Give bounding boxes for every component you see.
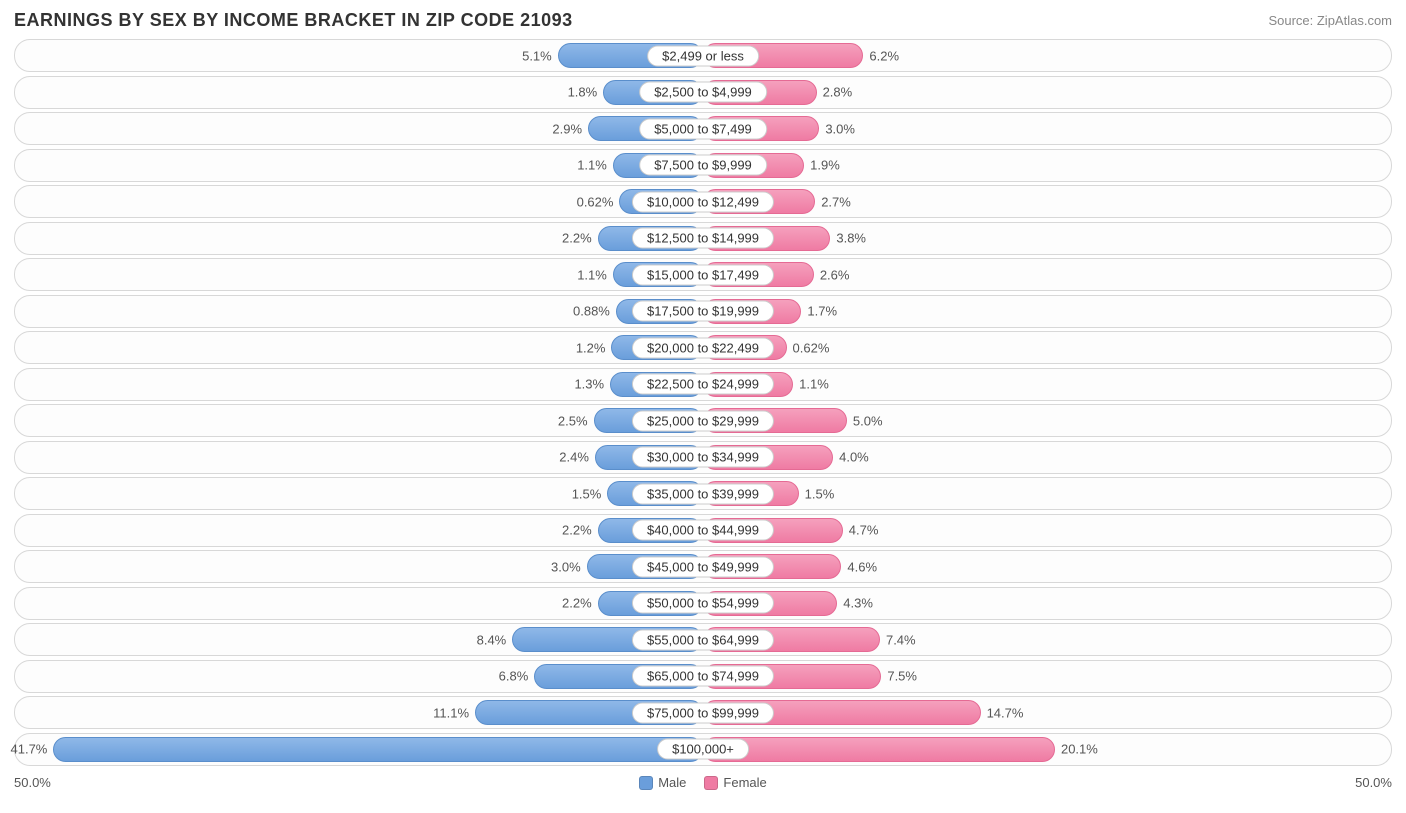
male-pct-label: 1.1% (577, 158, 607, 173)
female-swatch-icon (704, 776, 718, 790)
chart-source: Source: ZipAtlas.com (1268, 13, 1392, 28)
category-label: $100,000+ (657, 739, 749, 760)
male-pct-label: 1.2% (576, 340, 606, 355)
female-pct-label: 2.6% (820, 267, 850, 282)
chart-row: 0.88% 1.7% $17,500 to $19,999 (14, 295, 1392, 328)
female-pct-label: 1.7% (807, 304, 837, 319)
category-label: $40,000 to $44,999 (632, 520, 774, 541)
chart-row: 5.1% 6.2% $2,499 or less (14, 39, 1392, 72)
chart-row: 2.4% 4.0% $30,000 to $34,999 (14, 441, 1392, 474)
male-pct-label: 1.1% (577, 267, 607, 282)
male-pct-label: 8.4% (477, 632, 507, 647)
male-pct-label: 41.7% (11, 742, 48, 757)
chart-row: 2.2% 3.8% $12,500 to $14,999 (14, 222, 1392, 255)
category-label: $25,000 to $29,999 (632, 410, 774, 431)
category-label: $55,000 to $64,999 (632, 629, 774, 650)
female-pct-label: 4.6% (847, 559, 877, 574)
category-label: $10,000 to $12,499 (632, 191, 774, 212)
category-label: $12,500 to $14,999 (632, 228, 774, 249)
chart-row: 0.62% 2.7% $10,000 to $12,499 (14, 185, 1392, 218)
axis-right-label: 50.0% (1355, 775, 1392, 790)
legend-male-label: Male (658, 775, 686, 790)
category-label: $22,500 to $24,999 (632, 374, 774, 395)
chart-row: 11.1% 14.7% $75,000 to $99,999 (14, 696, 1392, 729)
chart-row: 8.4% 7.4% $55,000 to $64,999 (14, 623, 1392, 656)
female-pct-label: 7.4% (886, 632, 916, 647)
male-pct-label: 2.2% (562, 231, 592, 246)
chart-title: EARNINGS BY SEX BY INCOME BRACKET IN ZIP… (14, 10, 573, 31)
male-pct-label: 0.88% (573, 304, 610, 319)
category-label: $2,500 to $4,999 (639, 82, 767, 103)
chart-footer: 50.0% Male Female 50.0% (0, 769, 1406, 790)
male-pct-label: 2.4% (559, 450, 589, 465)
female-pct-label: 0.62% (793, 340, 830, 355)
female-pct-label: 1.5% (805, 486, 835, 501)
legend-female-label: Female (723, 775, 766, 790)
female-pct-label: 3.8% (836, 231, 866, 246)
female-pct-label: 5.0% (853, 413, 883, 428)
chart-row: 41.7% 20.1% $100,000+ (14, 733, 1392, 766)
chart-row: 2.9% 3.0% $5,000 to $7,499 (14, 112, 1392, 145)
chart-row: 3.0% 4.6% $45,000 to $49,999 (14, 550, 1392, 583)
male-pct-label: 11.1% (433, 705, 469, 720)
male-pct-label: 1.8% (568, 85, 598, 100)
chart-row: 2.5% 5.0% $25,000 to $29,999 (14, 404, 1392, 437)
male-pct-label: 5.1% (522, 48, 552, 63)
male-pct-label: 2.9% (552, 121, 582, 136)
female-pct-label: 4.3% (843, 596, 873, 611)
female-pct-label: 2.7% (821, 194, 851, 209)
male-pct-label: 1.5% (572, 486, 602, 501)
category-label: $35,000 to $39,999 (632, 483, 774, 504)
chart-row: 1.5% 1.5% $35,000 to $39,999 (14, 477, 1392, 510)
chart-row: 2.2% 4.7% $40,000 to $44,999 (14, 514, 1392, 547)
category-label: $15,000 to $17,499 (632, 264, 774, 285)
male-pct-label: 0.62% (577, 194, 614, 209)
female-pct-label: 6.2% (869, 48, 899, 63)
chart-row: 1.3% 1.1% $22,500 to $24,999 (14, 368, 1392, 401)
female-pct-label: 1.1% (799, 377, 829, 392)
chart-row: 1.2% 0.62% $20,000 to $22,499 (14, 331, 1392, 364)
male-pct-label: 2.2% (562, 596, 592, 611)
female-pct-label: 1.9% (810, 158, 840, 173)
male-swatch-icon (639, 776, 653, 790)
male-pct-label: 1.3% (574, 377, 604, 392)
female-pct-label: 3.0% (825, 121, 855, 136)
category-label: $17,500 to $19,999 (632, 301, 774, 322)
female-bar (703, 737, 1055, 762)
female-pct-label: 20.1% (1061, 742, 1098, 757)
chart-row: 2.2% 4.3% $50,000 to $54,999 (14, 587, 1392, 620)
chart-row: 1.8% 2.8% $2,500 to $4,999 (14, 76, 1392, 109)
category-label: $50,000 to $54,999 (632, 593, 774, 614)
axis-left-label: 50.0% (14, 775, 51, 790)
female-pct-label: 4.7% (849, 523, 879, 538)
category-label: $75,000 to $99,999 (632, 702, 774, 723)
category-label: $7,500 to $9,999 (639, 155, 767, 176)
female-pct-label: 7.5% (887, 669, 917, 684)
legend-female: Female (704, 775, 766, 790)
chart-row: 1.1% 2.6% $15,000 to $17,499 (14, 258, 1392, 291)
male-pct-label: 2.5% (558, 413, 588, 428)
category-label: $30,000 to $34,999 (632, 447, 774, 468)
legend: Male Female (639, 775, 767, 790)
chart-header: EARNINGS BY SEX BY INCOME BRACKET IN ZIP… (0, 0, 1406, 39)
female-pct-label: 14.7% (987, 705, 1024, 720)
category-label: $65,000 to $74,999 (632, 666, 774, 687)
legend-male: Male (639, 775, 686, 790)
chart-row: 6.8% 7.5% $65,000 to $74,999 (14, 660, 1392, 693)
category-label: $45,000 to $49,999 (632, 556, 774, 577)
female-pct-label: 2.8% (823, 85, 853, 100)
male-pct-label: 2.2% (562, 523, 592, 538)
category-label: $20,000 to $22,499 (632, 337, 774, 358)
chart-row: 1.1% 1.9% $7,500 to $9,999 (14, 149, 1392, 182)
female-pct-label: 4.0% (839, 450, 869, 465)
category-label: $2,499 or less (647, 45, 759, 66)
male-pct-label: 6.8% (499, 669, 529, 684)
category-label: $5,000 to $7,499 (639, 118, 767, 139)
chart-area: 5.1% 6.2% $2,499 or less 1.8% 2.8% $2,500 to … (0, 39, 1406, 766)
male-pct-label: 3.0% (551, 559, 581, 574)
male-bar (53, 737, 703, 762)
